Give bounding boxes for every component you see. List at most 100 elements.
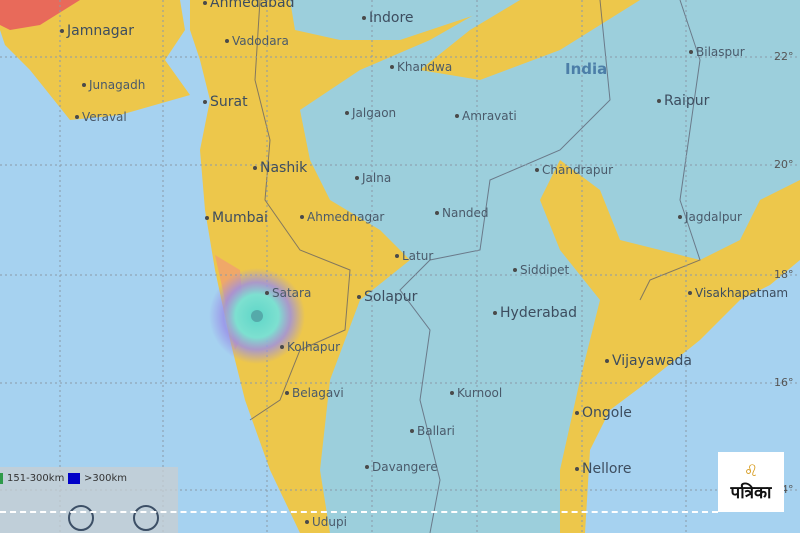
zone-red (0, 0, 80, 30)
city-dot-icon (203, 100, 207, 104)
city-dot-icon (390, 65, 394, 69)
city-dot-icon (688, 291, 692, 295)
city-name: Visakhapatnam (695, 286, 789, 300)
city-name: Vadodara (232, 34, 289, 48)
control-button[interactable] (68, 505, 94, 531)
logo-text: पत्रिका (730, 483, 772, 503)
city-label: Solapur (357, 289, 417, 305)
city-label: Jagdalpur (678, 210, 742, 224)
city-label: Ahmednagar (300, 210, 384, 224)
city-label: Indore (362, 10, 414, 26)
city-name: Raipur (664, 93, 710, 109)
city-name: Nanded (442, 206, 489, 220)
state-boundary (249, 0, 351, 421)
city-label: Junagadh (82, 78, 145, 92)
city-name: Ballari (417, 424, 455, 438)
city-name: Nellore (582, 461, 632, 477)
city-label: Veraval (75, 110, 127, 124)
legend-swatch (68, 473, 80, 484)
land-gujarat (0, 0, 190, 120)
city-label: Kolhapur (280, 340, 340, 354)
city-label: Belagavi (285, 386, 344, 400)
city-name: Siddipet (520, 263, 570, 277)
city-dot-icon (75, 115, 79, 119)
city-label: Nanded (435, 206, 489, 220)
city-dot-icon (362, 16, 366, 20)
city-name: Indore (369, 10, 414, 26)
city-dot-icon (60, 29, 64, 33)
dashed-divider (0, 511, 718, 513)
city-label: Mumbai (205, 210, 268, 226)
latitude-label: 16° (774, 376, 794, 389)
city-label: Ongole (575, 405, 632, 421)
legend-label: 151-300km (7, 473, 65, 484)
state-boundary (639, 0, 701, 301)
city-label: Davangere (365, 460, 438, 474)
city-label: Bilaspur (689, 45, 745, 59)
city-name: Bilaspur (696, 45, 745, 59)
city-dot-icon (365, 465, 369, 469)
city-name: Hyderabad (500, 305, 577, 321)
city-dot-icon (300, 215, 304, 219)
city-dot-icon (253, 166, 257, 170)
city-name: Belagavi (292, 386, 344, 400)
zone-blue-northwest (290, 0, 520, 40)
city-label: Latur (395, 249, 433, 263)
city-label: Nashik (253, 160, 307, 176)
city-label: Raipur (657, 93, 709, 109)
country-label: India (565, 60, 608, 78)
legend-item: >300km (68, 473, 127, 484)
city-name: Mumbai (212, 210, 268, 226)
city-label: Siddipet (513, 263, 569, 277)
city-name: Jamnagar (67, 23, 135, 39)
city-label: Satara (265, 286, 311, 300)
city-name: Veraval (82, 110, 127, 124)
city-dot-icon (513, 268, 517, 272)
city-dot-icon (575, 411, 579, 415)
city-name: Ahmednagar (307, 210, 385, 224)
control-button[interactable] (133, 505, 159, 531)
city-dot-icon (205, 216, 209, 220)
city-dot-icon (355, 176, 359, 180)
city-name: Solapur (364, 289, 418, 305)
city-name: Kolhapur (287, 340, 341, 354)
city-name: Satara (272, 286, 312, 300)
city-dot-icon (657, 99, 661, 103)
city-label: Jalna (355, 171, 391, 185)
city-dot-icon (265, 291, 269, 295)
city-dot-icon (450, 391, 454, 395)
city-label: Ballari (410, 424, 455, 438)
city-name: Ahmedabad (210, 0, 295, 11)
city-dot-icon (357, 295, 361, 299)
city-label: Hyderabad (493, 305, 577, 321)
city-label: Udupi (305, 515, 347, 529)
city-name: Latur (402, 249, 434, 263)
epicenter-dot (251, 310, 263, 322)
city-name: Ongole (582, 405, 632, 421)
city-name: Jagdalpur (685, 210, 742, 224)
city-label: Khandwa (390, 60, 452, 74)
city-dot-icon (575, 467, 579, 471)
city-dot-icon (410, 429, 414, 433)
legend-swatch (0, 473, 3, 484)
city-name: Amravati (462, 109, 517, 123)
patrika-logo: ♌ पत्रिका (718, 452, 784, 512)
city-name: Jalna (362, 171, 392, 185)
city-name: Kurnool (457, 386, 503, 400)
legend-item: 151-300km (0, 473, 64, 484)
city-name: Chandrapur (542, 163, 614, 177)
city-dot-icon (345, 111, 349, 115)
city-dot-icon (605, 359, 609, 363)
city-dot-icon (203, 1, 207, 5)
city-dot-icon (493, 311, 497, 315)
city-name: Nashik (260, 160, 308, 176)
city-label: Visakhapatnam (688, 286, 788, 300)
city-name: Davangere (372, 460, 438, 474)
state-boundary (399, 0, 611, 533)
city-name: Udupi (312, 515, 347, 529)
latitude-label: 20° (774, 158, 794, 171)
city-label: Amravati (455, 109, 517, 123)
city-dot-icon (435, 211, 439, 215)
city-label: Jalgaon (345, 106, 396, 120)
